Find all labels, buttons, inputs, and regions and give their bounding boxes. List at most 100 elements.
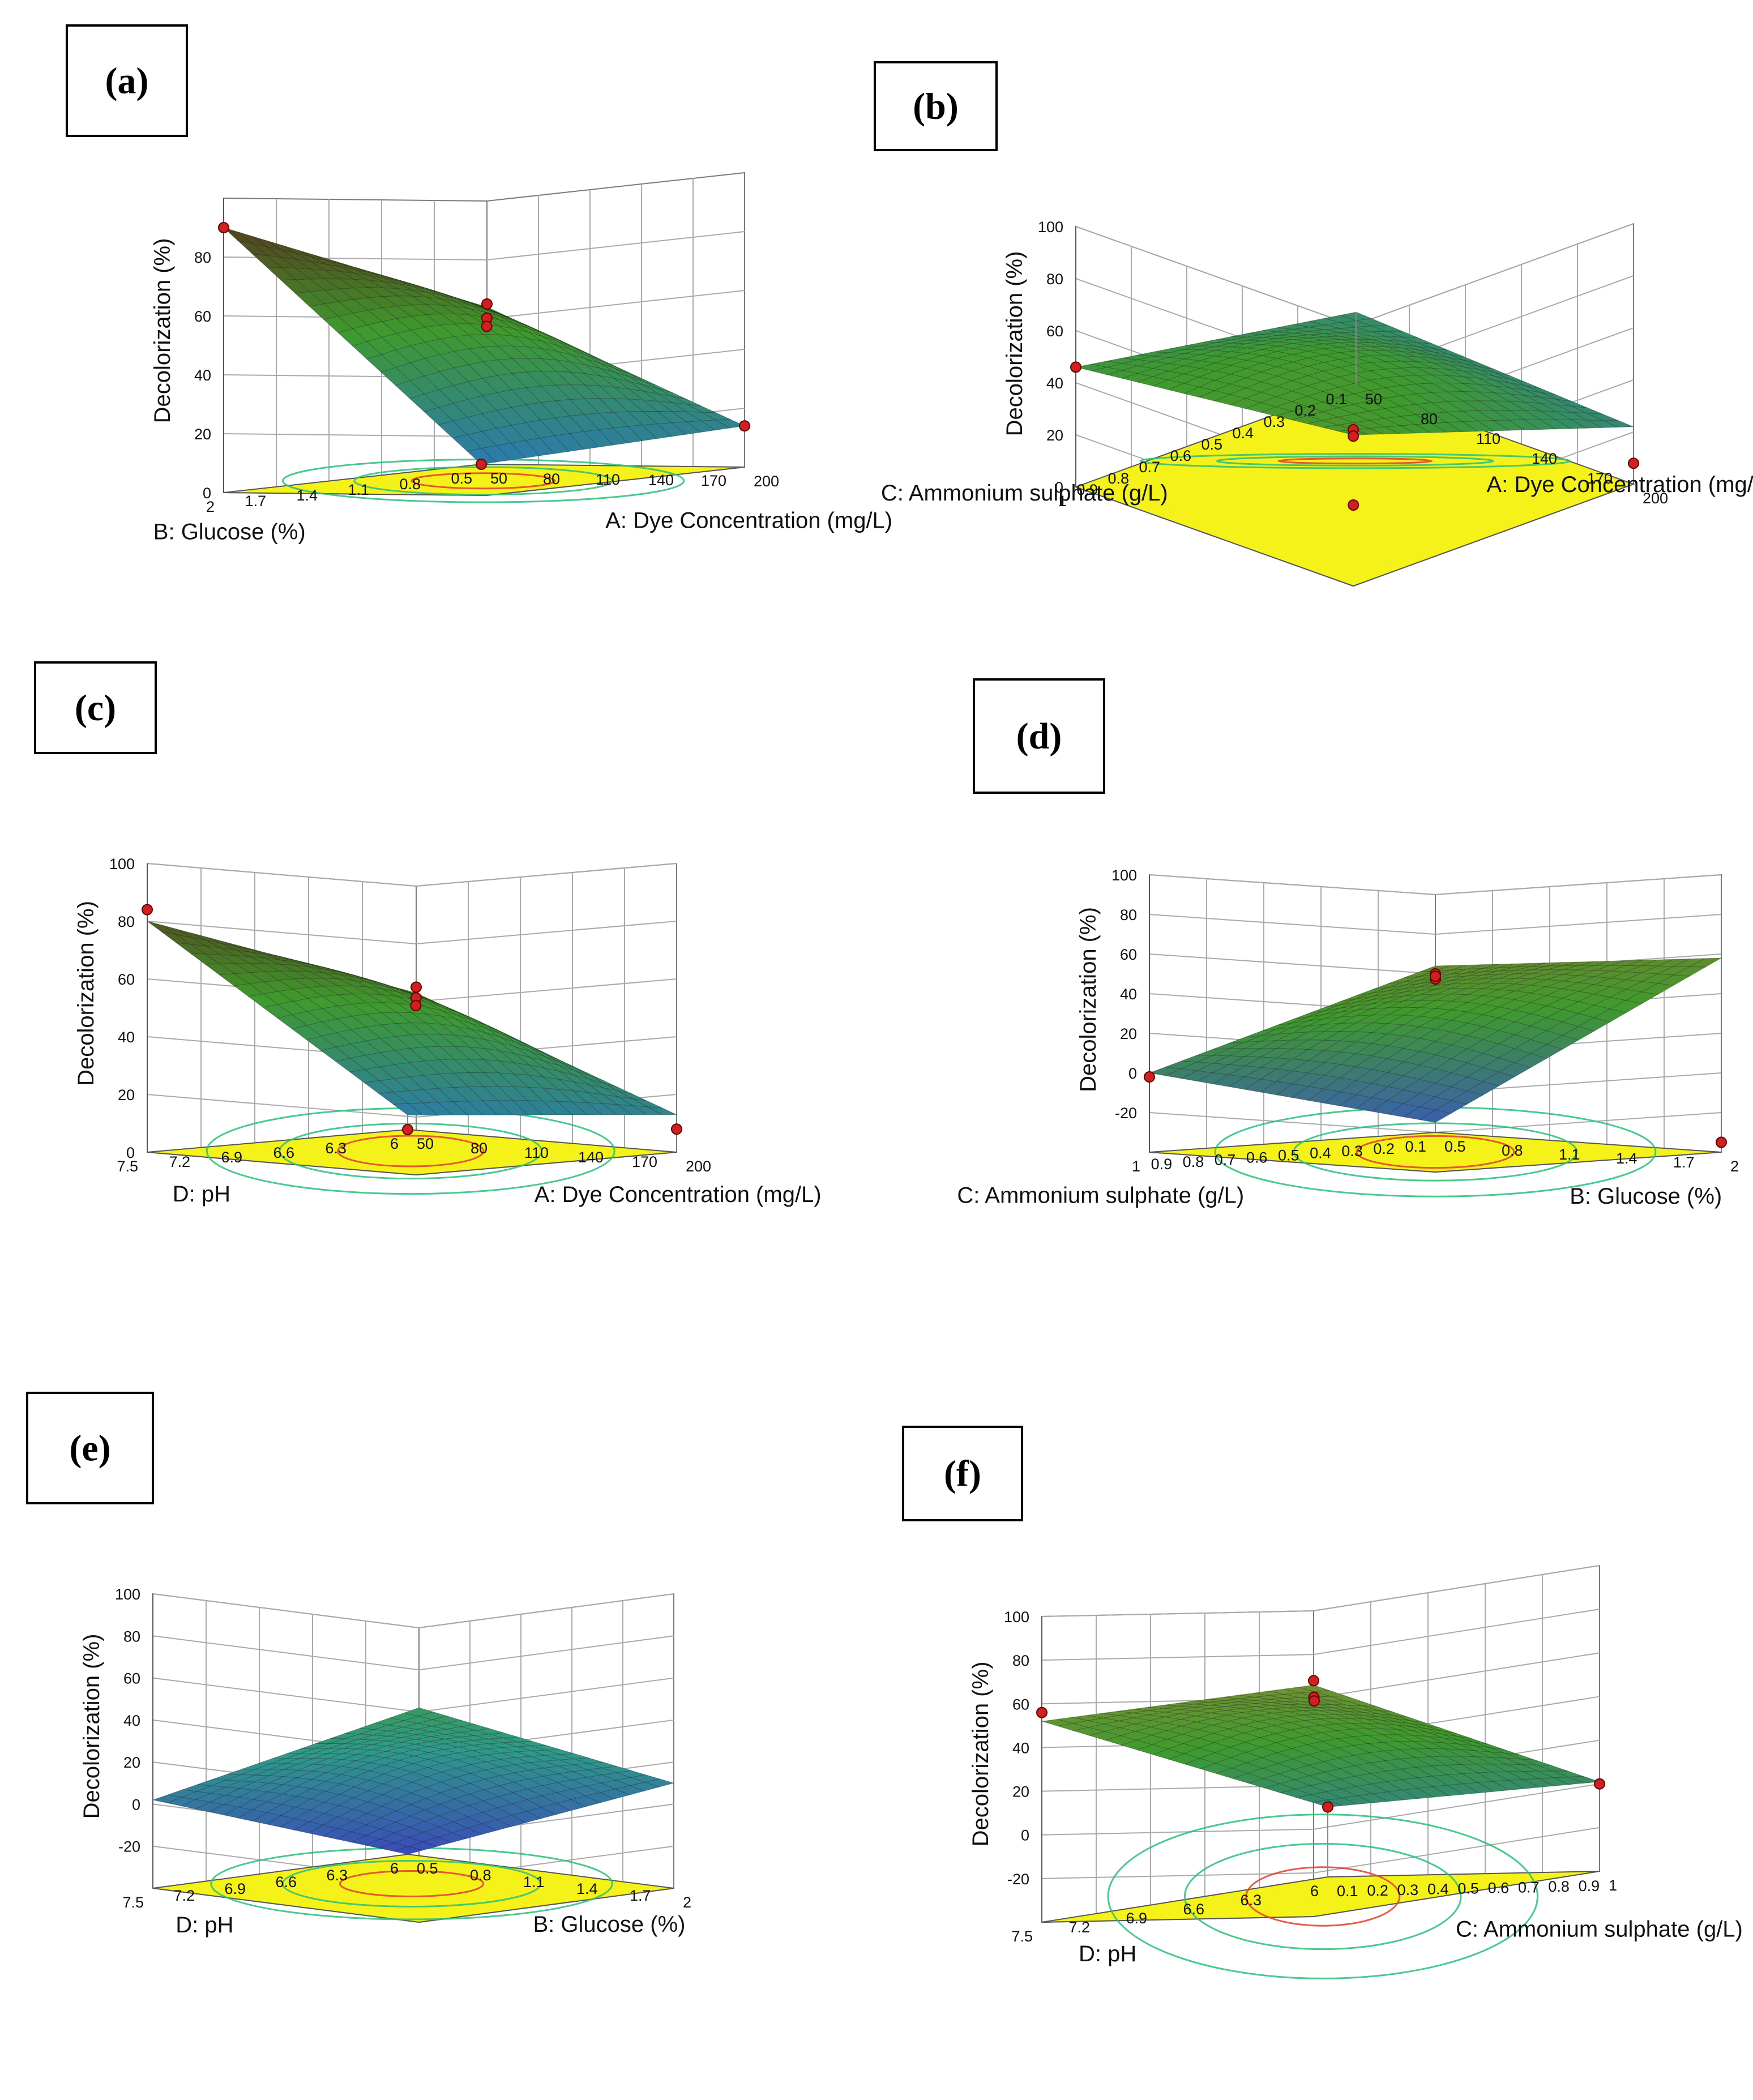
right-axis-tick: 1.4 <box>576 1880 598 1897</box>
surface-facet <box>1461 1782 1495 1794</box>
surface-facet <box>559 1062 590 1076</box>
surface-facet <box>627 425 658 442</box>
z-tick-label: 20 <box>194 426 211 443</box>
wall-grid-line <box>1041 1565 1600 1617</box>
contour-line <box>1216 455 1494 467</box>
surface-facet <box>1556 399 1588 408</box>
response-surface <box>1041 1684 1600 1808</box>
surface-facet <box>280 279 311 294</box>
z-tick-label: 60 <box>1046 323 1063 340</box>
panel-label: (c) <box>75 687 116 729</box>
surface-facet <box>352 993 383 1004</box>
surface-facet <box>281 1777 313 1787</box>
panel-label: (f) <box>944 1453 981 1495</box>
surface-facet <box>1411 1726 1443 1735</box>
surface-facet <box>204 963 236 976</box>
surface-facet <box>1165 1060 1198 1070</box>
panel-label: (a) <box>105 61 149 102</box>
design-point <box>1348 499 1359 511</box>
panel-b: 0 20 40 60 80 100 Decolorization (%) 0.1 0.2 0.3 0… <box>874 61 1753 587</box>
surface-facet <box>542 333 572 348</box>
surface-facet <box>324 278 355 289</box>
surface-facet <box>321 1018 352 1033</box>
right-axis-tick: 0.8 <box>1548 1878 1570 1895</box>
surface-facet <box>1446 400 1480 412</box>
surface-facet <box>1561 982 1596 992</box>
left-axis-tick: 7.5 <box>1011 1928 1033 1945</box>
z-tick-label: 0 <box>126 1144 135 1161</box>
surface-facet <box>1167 365 1201 374</box>
surface-facet <box>1262 351 1293 359</box>
design-point <box>218 222 229 233</box>
z-tick-label: 80 <box>1046 271 1063 288</box>
design-point <box>1308 1675 1319 1687</box>
right-axis-tick: 170 <box>1587 470 1613 487</box>
z-axis-label: Decolorization (%) <box>74 901 99 1086</box>
surface-facet <box>1274 1730 1308 1739</box>
surface-facet <box>1417 342 1449 351</box>
surface-facet <box>380 1036 411 1051</box>
surface-facet <box>266 1804 297 1816</box>
surface-facet <box>1057 1717 1088 1724</box>
surface-facet <box>1522 1778 1555 1788</box>
surface-facet <box>514 1053 545 1068</box>
surface-facet <box>1106 357 1138 364</box>
z-tick-label: 100 <box>115 1586 140 1603</box>
surface-facet <box>1369 369 1403 378</box>
response-surface <box>152 1707 675 1855</box>
surface-facet <box>1309 324 1341 330</box>
surface-facet <box>1370 1770 1403 1782</box>
surface-facet <box>588 1761 618 1769</box>
surface-facet <box>1489 1747 1520 1755</box>
left-axis-tick: 0.1 <box>1326 391 1347 408</box>
surface-facet <box>570 1795 601 1807</box>
surface-facet <box>586 353 616 367</box>
z-tick-label: 20 <box>1012 1783 1029 1800</box>
surface-facet <box>279 970 310 980</box>
surface-facet <box>310 964 340 973</box>
surface-facet <box>545 1053 576 1068</box>
panel-label-box <box>973 678 1105 794</box>
surface-facet <box>283 1769 313 1778</box>
z-tick-label: 40 <box>1046 375 1063 392</box>
left-axis-tick: 6.3 <box>1240 1892 1262 1909</box>
surface-facet <box>1276 1748 1309 1760</box>
right-axis-tick: 0.2 <box>1367 1882 1388 1899</box>
surface-facet <box>368 982 398 993</box>
surface-facet <box>383 277 413 287</box>
design-point <box>1036 1706 1047 1718</box>
contour-line <box>1277 457 1433 465</box>
panel-label-box <box>26 1392 154 1504</box>
surface-facet <box>371 1746 401 1752</box>
z-tick-label: 80 <box>194 249 211 266</box>
surface-facet <box>267 246 297 260</box>
surface-facet <box>424 1815 454 1828</box>
surface-facet <box>392 1103 424 1116</box>
right-axis-tick: 1.1 <box>1559 1146 1580 1163</box>
panel-d: -20 0 20 40 60 80 100 Decolorization (%) 0.1 0.2 0… <box>957 678 1739 1209</box>
surface-facet <box>441 305 470 315</box>
surface-facet <box>279 964 310 972</box>
z-tick-label: -20 <box>1007 1871 1029 1888</box>
z-tick-label: 60 <box>1012 1696 1029 1713</box>
left-axis-tick: 6 <box>1310 1883 1319 1900</box>
left-axis-tick: 0.4 <box>1232 425 1254 442</box>
surface-facet <box>326 258 356 268</box>
surface-facet <box>430 1734 460 1740</box>
panel-label: (d) <box>1016 716 1062 757</box>
floor-plane <box>147 1128 677 1176</box>
z-axis-label: Decolorization (%) <box>1076 907 1101 1092</box>
surface-facet <box>1275 390 1309 402</box>
surface-facet <box>555 1789 587 1800</box>
left-axis-tick: 6.9 <box>1126 1910 1147 1927</box>
left-axis-tick: 0.7 <box>1139 459 1160 476</box>
surface-facet <box>1507 1779 1541 1789</box>
z-tick-label: 40 <box>194 367 211 384</box>
wall-grid-line <box>1149 914 1722 935</box>
design-point <box>1594 1778 1605 1790</box>
panel-label-box <box>34 661 157 754</box>
left-axis-tick: 0.9 <box>1151 1156 1173 1173</box>
surface-facet <box>422 1102 454 1115</box>
surface-facet <box>589 1075 619 1088</box>
left-axis-tick: 6.3 <box>326 1867 348 1884</box>
